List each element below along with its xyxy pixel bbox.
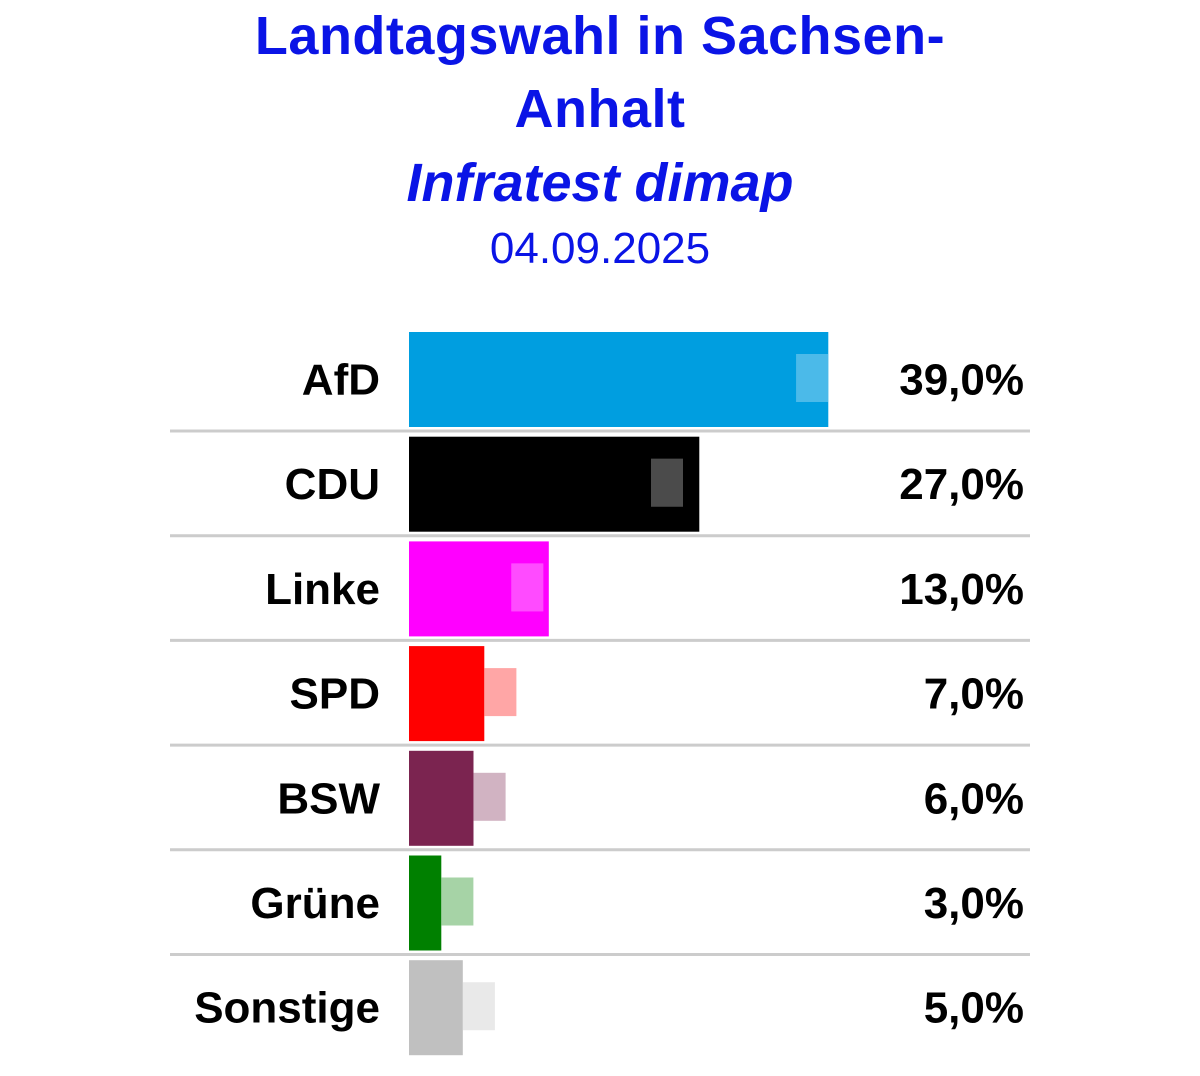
previous-poll-marker [511,563,544,612]
previous-poll-marker-tint [441,877,474,926]
category-label: Linke [265,565,380,614]
chart-title-line-1: Landtagswahl in Sachsen- [254,6,946,66]
category-label: Sonstige [194,984,380,1033]
value-label: 6,0% [924,774,1024,823]
previous-poll-marker [473,772,506,821]
value-label: 5,0% [924,984,1024,1033]
category-label: SPD [290,670,380,719]
previous-poll-marker-tint [484,668,517,717]
value-label: 39,0% [899,356,1024,405]
previous-poll-marker [484,668,517,717]
value-label: 3,0% [924,879,1024,928]
previous-poll-marker [462,982,495,1031]
previous-poll-marker [796,354,829,402]
category-label: AfD [302,356,380,405]
previous-poll-marker-tint [462,982,495,1031]
category-label: BSW [277,774,380,823]
value-label: 27,0% [899,460,1024,509]
bar-linke [409,541,549,637]
bar-spd [409,646,485,742]
previous-poll-marker [651,458,683,507]
bar-sonstige [409,960,463,1056]
bar-grüne [409,855,442,951]
value-label: 7,0% [924,670,1024,719]
bar-bsw [409,750,474,846]
chart-title-line-2: Anhalt [514,79,686,139]
previous-poll-marker-tint [651,458,683,507]
previous-poll-marker-tint [511,563,544,612]
bar-cdu [409,436,700,532]
category-label: CDU [285,460,380,509]
chart-date: 04.09.2025 [489,224,711,273]
previous-poll-marker [441,877,474,926]
chart-subtitle: Infratest dimap [406,153,794,213]
category-label: Grüne [250,879,380,928]
previous-poll-marker-tint [473,772,506,821]
previous-poll-marker-tint [796,354,829,402]
bar-afd [409,332,829,427]
value-label: 13,0% [899,565,1024,614]
